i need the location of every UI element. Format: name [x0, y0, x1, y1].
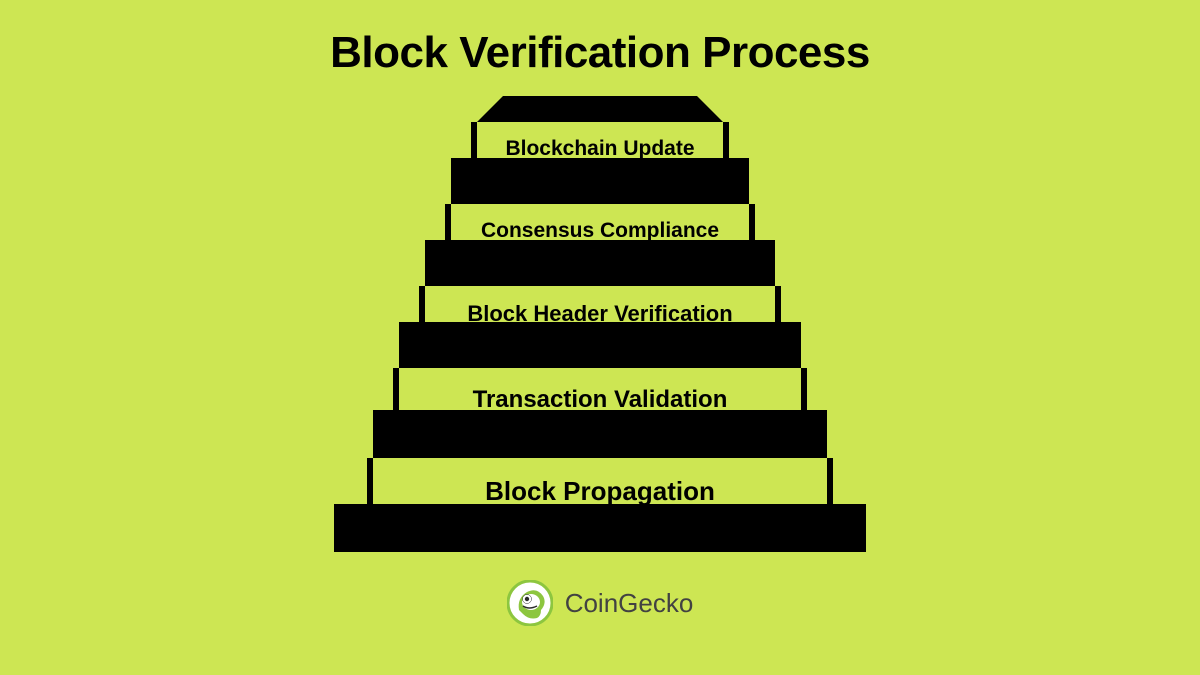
- step-label-4: Block Propagation: [485, 476, 715, 507]
- step-label-3: Transaction Validation: [473, 386, 728, 414]
- brand-name: CoinGecko: [565, 588, 694, 619]
- brand-row: CoinGecko: [507, 580, 694, 626]
- step-label-2: Block Header Verification: [467, 301, 732, 327]
- pyramid-diagram: Blockchain Update Consensus Compliance Blo…: [320, 96, 880, 566]
- page-title: Block Verification Process: [330, 28, 870, 78]
- step-label-1: Consensus Compliance: [481, 219, 719, 243]
- step-label-0: Blockchain Update: [505, 137, 694, 161]
- coingecko-logo: [507, 580, 553, 626]
- gecko-icon: [507, 580, 553, 626]
